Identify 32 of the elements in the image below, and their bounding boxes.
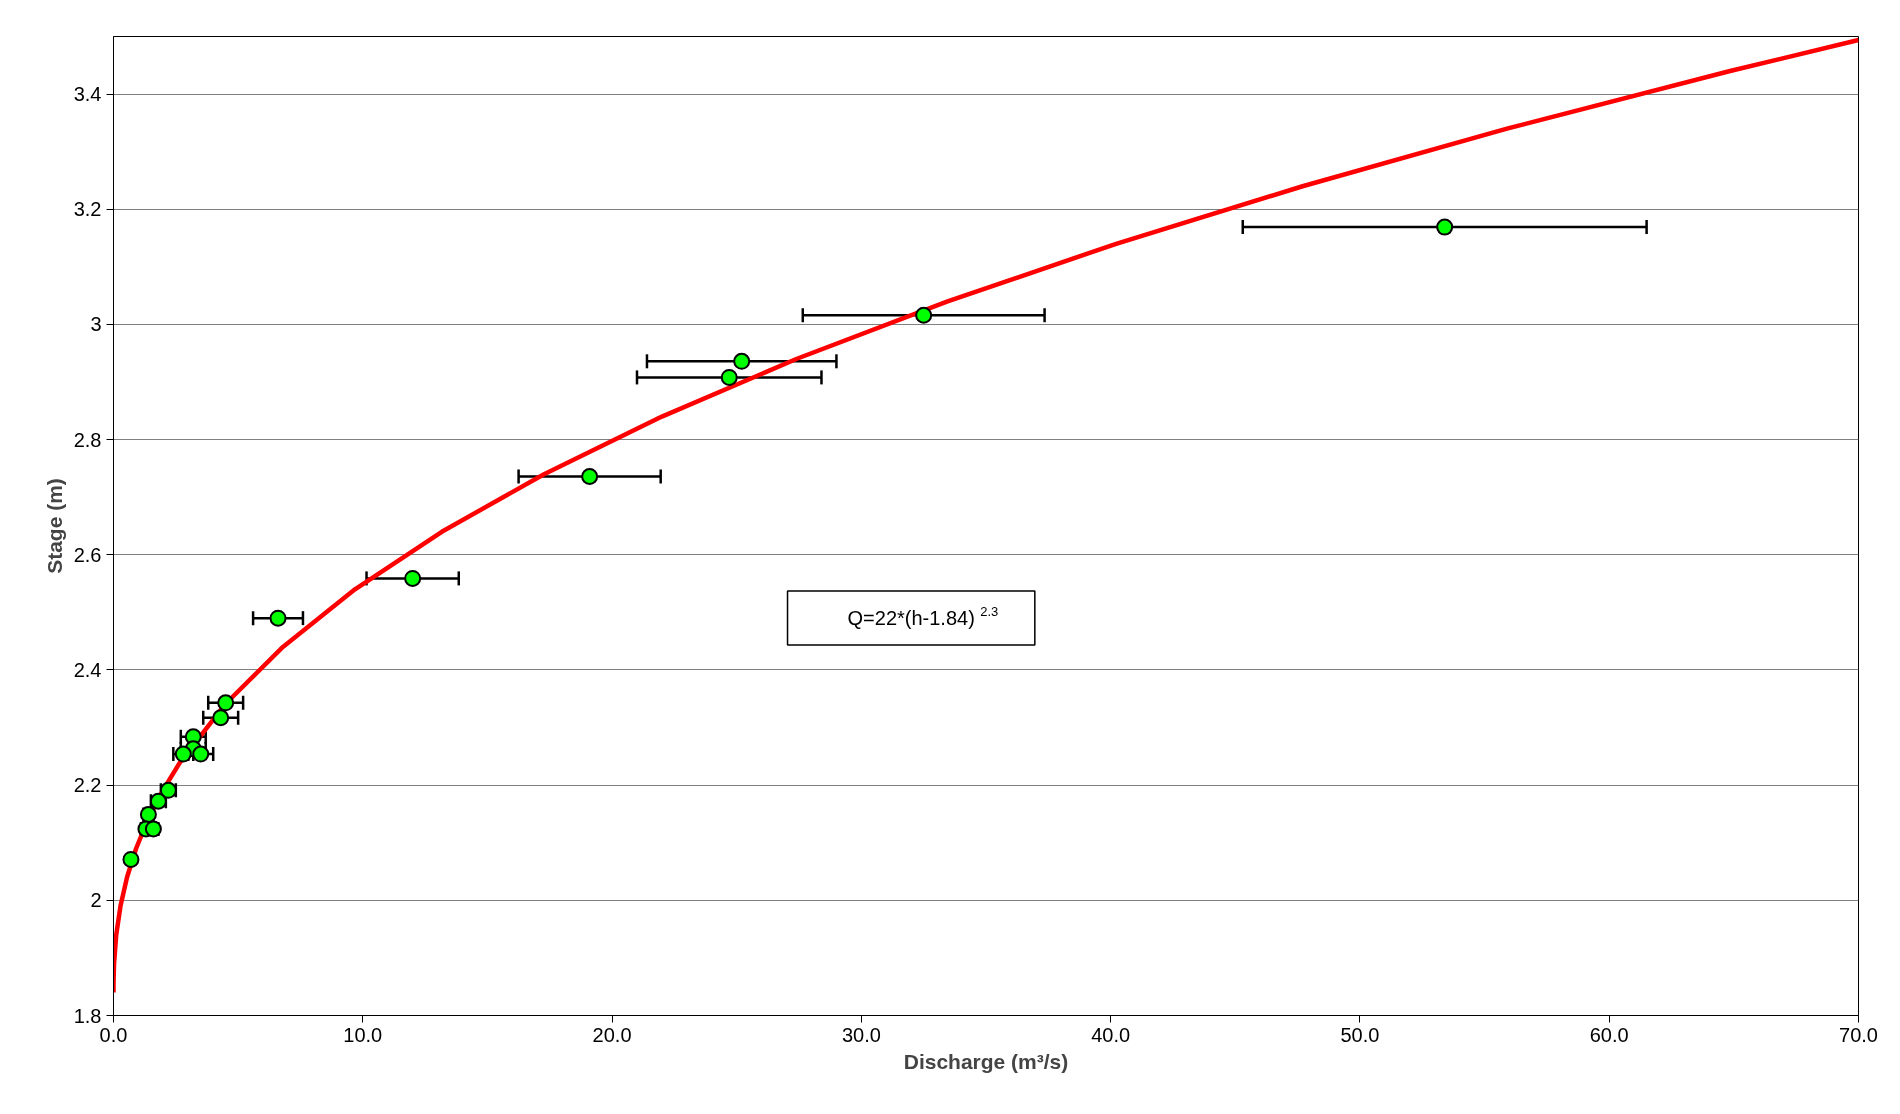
point bbox=[217, 694, 235, 712]
y-tick-label: 3.2 bbox=[73, 198, 102, 221]
y-tick-label: 2.2 bbox=[73, 774, 102, 797]
point bbox=[733, 352, 751, 370]
y-tick-label: 2 bbox=[90, 889, 102, 912]
point bbox=[122, 850, 140, 868]
point bbox=[212, 709, 230, 727]
y-tick-label: 3 bbox=[90, 313, 102, 336]
y-tick-label: 1.8 bbox=[73, 1004, 102, 1027]
x-tick-label: 10.0 bbox=[343, 1023, 383, 1046]
x-tick-label: 40.0 bbox=[1091, 1023, 1131, 1046]
line-series bbox=[113, 37, 1859, 995]
point bbox=[404, 569, 422, 587]
x-tick-label: 70.0 bbox=[1839, 1023, 1878, 1046]
x-axis-title: Discharge (m³/s) bbox=[903, 1049, 1069, 1073]
point bbox=[269, 609, 287, 627]
x-tick-label: 30.0 bbox=[841, 1023, 881, 1046]
x-tick-label: 50.0 bbox=[1340, 1023, 1380, 1046]
point bbox=[1436, 218, 1454, 236]
point bbox=[581, 467, 599, 485]
point bbox=[144, 820, 162, 838]
y-tick-label: 3.4 bbox=[73, 83, 102, 106]
y-tick-label: 2.6 bbox=[73, 543, 102, 566]
annotation: Q=22*(h-1.84)2.3 bbox=[847, 603, 999, 630]
point bbox=[915, 306, 933, 324]
y-tick-label: 2.8 bbox=[73, 428, 102, 451]
y-tick-label: 2.4 bbox=[73, 658, 102, 681]
x-tick-label: 0.0 bbox=[99, 1023, 128, 1046]
y-axis-title: Stage (m) bbox=[42, 478, 66, 574]
point bbox=[720, 368, 738, 386]
x-tick-label: 20.0 bbox=[592, 1023, 632, 1046]
x-tick-label: 60.0 bbox=[1589, 1023, 1629, 1046]
